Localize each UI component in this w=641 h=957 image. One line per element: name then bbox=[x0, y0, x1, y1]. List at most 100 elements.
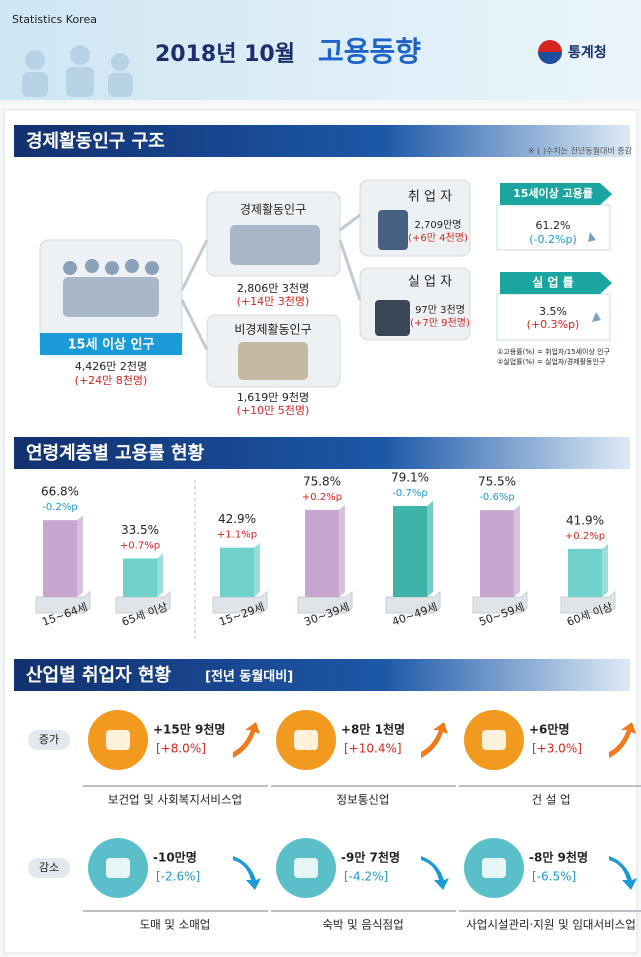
value-label: 66.8% bbox=[41, 485, 79, 499]
industry-name: 정보통신업 bbox=[337, 793, 390, 807]
note: ※ ( )수치는 전년동월대비 증감 bbox=[528, 146, 633, 156]
up-arrow bbox=[421, 722, 448, 758]
row-tag bbox=[28, 858, 70, 878]
change-label: +0.2%p bbox=[565, 531, 605, 542]
industry-change: -9만 7천명 bbox=[341, 850, 400, 865]
bar-side bbox=[339, 504, 345, 597]
industry-change: -10만명 bbox=[153, 850, 197, 865]
unemployed-label: 실 업 자 bbox=[408, 275, 452, 290]
row-label: 감소 bbox=[39, 861, 59, 874]
industry-rate: [-4.2%] bbox=[344, 870, 388, 884]
inactive-change: (+10만 5천명) bbox=[237, 403, 310, 417]
bar-side bbox=[514, 505, 520, 597]
unemployment-rate-change: (+0.3%p) bbox=[527, 318, 580, 331]
change-label: -0.6%p bbox=[479, 492, 514, 503]
bar bbox=[568, 548, 602, 597]
logo-mark-lower bbox=[538, 52, 562, 64]
active-label: 경제활동인구 bbox=[240, 203, 306, 217]
population-label: 15세 이상 인구 bbox=[68, 337, 155, 353]
industry-icon-glyph bbox=[294, 858, 318, 878]
industry-name: 숙박 및 음식점업 bbox=[322, 918, 403, 932]
bar bbox=[123, 558, 157, 597]
down-arrow bbox=[233, 856, 261, 890]
title-main: 고용동향 bbox=[318, 35, 421, 68]
connectors bbox=[180, 213, 362, 351]
pedestal bbox=[212, 590, 268, 614]
population-change: (+24만 8천명) bbox=[75, 373, 148, 387]
org-name: Statistics Korea bbox=[12, 13, 97, 26]
row-label: 증가 bbox=[39, 733, 59, 746]
pedestal bbox=[385, 590, 441, 614]
header-people bbox=[22, 45, 133, 97]
change-label: -0.2%p bbox=[42, 502, 77, 513]
pedestal bbox=[472, 590, 528, 614]
employment-rate-label: 15세이상 고용률 bbox=[513, 186, 593, 200]
industry-heading: 산업별 취업자 현황 bbox=[26, 665, 171, 686]
industry-name: 보건업 및 사회복지서비스업 bbox=[108, 793, 242, 807]
active-value: 2,806만 3천명 bbox=[237, 281, 309, 295]
value-label: 42.9% bbox=[218, 512, 256, 526]
employed-value: 2,709만명 bbox=[414, 219, 461, 231]
population-value: 4,426만 2천명 bbox=[75, 359, 147, 373]
inactive-label: 비경제활동인구 bbox=[234, 323, 311, 337]
pedestal bbox=[115, 590, 171, 614]
industry-subheading: [전년 동월대비] bbox=[205, 669, 293, 685]
industry-icon-glyph bbox=[482, 858, 506, 878]
note-line: ②실업률(%) = 실업자/경제활동인구 bbox=[497, 357, 606, 366]
employed-change: (+6만 4천명) bbox=[408, 232, 468, 244]
header-bg bbox=[0, 0, 641, 100]
employment-rate-change: (-0.2%p) bbox=[529, 233, 576, 246]
up-arrow bbox=[609, 722, 636, 758]
industry-change: +6만명 bbox=[529, 722, 570, 737]
inactive-value: 1,619만 9천명 bbox=[237, 390, 309, 404]
industry-icon-glyph bbox=[482, 730, 506, 750]
unemployed-change: (+7만 9천명) bbox=[410, 317, 470, 329]
unemployment-rate-value: 3.5% bbox=[539, 305, 567, 318]
industry-name: 사업시설관리·지원 및 임대서비스업 bbox=[466, 918, 636, 932]
change-label: +1.1%p bbox=[217, 530, 257, 541]
industry-rate: [+8.0%] bbox=[156, 742, 206, 756]
up-arrow bbox=[233, 722, 260, 758]
industry-change: -8만 9천명 bbox=[529, 850, 588, 865]
bar bbox=[305, 509, 339, 597]
bar bbox=[480, 510, 514, 597]
change-label: +0.7%p bbox=[120, 540, 160, 551]
down-arrow bbox=[588, 232, 596, 242]
industry-icon-glyph bbox=[106, 858, 130, 878]
value-label: 33.5% bbox=[121, 523, 159, 537]
section-heading: 경제활동인구 구조 bbox=[26, 131, 165, 152]
logo-text: 통계청 bbox=[568, 45, 607, 61]
change-label: -0.7%p bbox=[392, 488, 427, 499]
people-icons bbox=[63, 210, 410, 380]
industry-rate: [+3.0%] bbox=[532, 742, 582, 756]
value-label: 41.9% bbox=[566, 513, 604, 527]
bar bbox=[393, 506, 427, 597]
pedestal bbox=[560, 590, 616, 614]
employment-rate-tag bbox=[500, 183, 612, 205]
industry-name: 건 설 업 bbox=[531, 793, 570, 807]
bar bbox=[43, 520, 77, 597]
down-arrow bbox=[609, 856, 637, 890]
pedestal bbox=[297, 590, 353, 614]
up-arrow bbox=[592, 312, 601, 322]
section-banner bbox=[14, 659, 630, 691]
industry-grid: 증가 +15만 9천명 [+8.0%] 보건업 및 사회복지서비스업 +8만 1천명 [+… bbox=[28, 710, 641, 932]
bar-side bbox=[427, 501, 433, 597]
population-label-bg bbox=[40, 333, 182, 355]
unemployment-rate-tag bbox=[500, 272, 612, 294]
bar-side bbox=[77, 515, 83, 597]
row-tag bbox=[28, 730, 70, 750]
bar bbox=[220, 547, 254, 597]
pedestal bbox=[35, 590, 91, 614]
change-label: +0.2%p bbox=[302, 492, 342, 503]
bar-side bbox=[254, 542, 260, 597]
industry-rate: [+10.4%] bbox=[344, 742, 402, 756]
industry-rate: [-6.5%] bbox=[532, 870, 576, 884]
value-label: 79.1% bbox=[391, 471, 429, 485]
industry-change: +15만 9천명 bbox=[153, 722, 225, 737]
chart-title: 연령계층별 고용률 현황 bbox=[26, 443, 205, 464]
value-label: 75.5% bbox=[478, 475, 516, 489]
employment-rate-value: 61.2% bbox=[536, 219, 571, 232]
section-banner bbox=[14, 437, 630, 469]
